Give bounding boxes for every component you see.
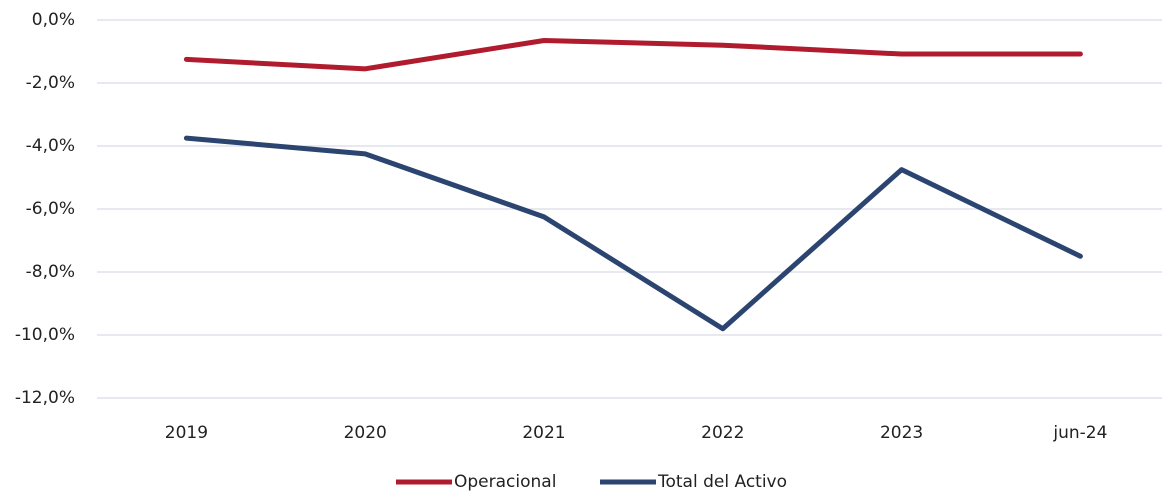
- y-tick-label: 0,0%: [32, 10, 75, 30]
- y-tick-label: -10,0%: [15, 325, 75, 345]
- line-series: [183, 135, 1083, 332]
- x-tick-label: 2022: [701, 423, 744, 443]
- x-tick-label: jun-24: [1052, 423, 1107, 443]
- y-tick-label: -8,0%: [26, 262, 75, 282]
- x-tick-label: 2019: [165, 423, 208, 443]
- y-tick-label: -2,0%: [26, 73, 75, 93]
- legend-label: Operacional: [454, 472, 556, 492]
- line-series: [183, 37, 1083, 72]
- y-tick-label: -4,0%: [26, 136, 75, 156]
- x-tick-label: 2020: [344, 423, 387, 443]
- x-tick-label: 2021: [522, 423, 565, 443]
- y-tick-label: -12,0%: [15, 388, 75, 408]
- x-tick-label: 2023: [880, 423, 923, 443]
- legend-label: Total del Activo: [657, 472, 787, 492]
- y-tick-label: -6,0%: [26, 199, 75, 219]
